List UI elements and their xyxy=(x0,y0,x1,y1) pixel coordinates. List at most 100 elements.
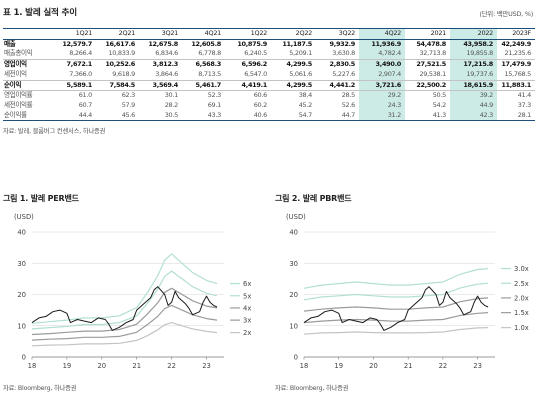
table-cell: 22,500.2 xyxy=(405,80,450,92)
table-cell: 69.1 xyxy=(207,100,222,109)
band-label: 3.0x xyxy=(514,265,529,273)
band-line-2 xyxy=(303,297,489,312)
header-blank xyxy=(3,29,55,40)
table-cell: 54.7 xyxy=(271,110,316,122)
table-cell: 17,479.9 xyxy=(501,60,531,69)
y-tick-label: 10 xyxy=(17,322,26,330)
band-line-0 xyxy=(31,253,218,324)
table-cell: 19,855.8 xyxy=(450,49,497,61)
table-cell: 44.7 xyxy=(316,110,359,122)
table-cell: 18,615.9 xyxy=(450,80,497,92)
band-label: 2.0x xyxy=(514,294,529,302)
band-label: 6x xyxy=(243,280,251,288)
y-tick-label: 30 xyxy=(289,260,298,268)
x-tick-label: 19 xyxy=(334,362,343,370)
band-line-1 xyxy=(31,270,218,330)
table-source: 자료: 발레, 블룸버그 컨센서스, 하나증권 xyxy=(3,128,106,135)
table-cell: 19,737.6 xyxy=(450,69,497,81)
table-header-row: 1Q21 2Q21 3Q21 4Q21 1Q22 2Q22 3Q22 4Q22 … xyxy=(3,28,535,40)
band-line-4 xyxy=(31,321,218,347)
table-cell: 6,568.3 xyxy=(195,60,222,69)
table-cell: 4,299.5 xyxy=(286,60,313,69)
table-cell: 32,713.8 xyxy=(405,49,450,61)
header-cell: 3Q22 xyxy=(338,29,356,37)
table-cell: 11,883.1 xyxy=(497,80,535,92)
table-row: 세전이익 7,366.0 9,618.9 3,864.6 8,713.5 6,547.0 5… xyxy=(3,69,535,81)
table-cell: 29,538.1 xyxy=(405,69,450,81)
table-cell: 30.1 xyxy=(164,91,179,100)
table-cell: 6,834.6 xyxy=(139,49,182,61)
table-cell: 7,672.1 xyxy=(66,60,93,69)
y-tick-label: 0 xyxy=(22,354,26,362)
x-tick-label: 19 xyxy=(63,362,72,370)
band-label: 1.5x xyxy=(514,309,529,317)
row-label: 매출총이익 xyxy=(3,49,55,61)
table-cell: 41.4 xyxy=(517,91,532,100)
table-row: 영업이익률 61.0 62.3 30.1 52.3 60.6 38.4 28.5 29.2 50.… xyxy=(3,90,535,101)
table-row: 영업이익 7,672.1 10,252.6 3,812.3 6,568.3 6,596.2… xyxy=(3,59,535,70)
band-label: 2.5x xyxy=(514,280,529,288)
table-cell: 54.2 xyxy=(432,100,447,109)
table-row: 세전이익률 60.7 57.9 28.2 69.1 60.2 45.2 52.6 24.3 54.… xyxy=(3,100,535,111)
table-cell: 43,958.2 xyxy=(450,39,497,50)
table-cell: 37.3 xyxy=(517,100,532,109)
row-label: 매출 xyxy=(4,39,16,48)
table-cell: 45.2 xyxy=(298,100,313,109)
table-cell: 29.2 xyxy=(359,90,405,101)
header-cell-highlight: 2022 xyxy=(450,28,497,40)
header-cell: 4Q21 xyxy=(204,29,222,37)
band-line-3 xyxy=(303,312,489,324)
row-label: 영업이익 xyxy=(4,60,27,69)
table-cell: 15,768.5 xyxy=(497,69,535,81)
y-tick-label: 40 xyxy=(17,229,26,237)
chart1-title: 그림 1. 발레 PER밴드 xyxy=(3,194,79,203)
table-cell: 60.2 xyxy=(253,100,268,109)
band-line-1 xyxy=(303,282,489,301)
table-cell: 9,618.9 xyxy=(96,69,139,81)
table-cell: 60.6 xyxy=(253,91,268,100)
table-cell: 43.3 xyxy=(182,110,225,122)
chart2-title: 그림 2. 발레 PBR밴드 xyxy=(275,194,352,203)
table-cell: 2,907.4 xyxy=(359,69,405,81)
pbr-band-chart: (USD) 0 10 20 30 40 18 19 20 21 22 23 3.0x 2.5x 2.0x 1.… xyxy=(286,213,529,370)
table-cell: 11,187.5 xyxy=(282,39,312,48)
y-tick-label: 20 xyxy=(17,291,26,299)
x-tick-label: 21 xyxy=(132,362,141,370)
table-cell: 44.9 xyxy=(450,100,497,111)
band-line-0 xyxy=(303,268,489,289)
row-label: 세전이익 xyxy=(3,69,55,81)
header-cell: 2021 xyxy=(430,29,447,37)
header-cell: 3Q21 xyxy=(161,29,179,37)
table-cell: 31.2 xyxy=(359,110,405,122)
table-cell: 7,366.0 xyxy=(55,69,96,81)
header-cell: 1Q21 xyxy=(75,29,93,37)
per-band-chart: (USD) 0 10 20 30 40 18 19 20 21 22 23 6x 5x 4x 3x 2x xyxy=(14,213,251,370)
table-cell: 39.2 xyxy=(450,90,497,101)
band-line-3 xyxy=(31,304,218,341)
table-cell: 9,932.9 xyxy=(329,39,356,48)
table-body: 매출 12,579.7 16,617.6 12,675.8 12,605.8 10,875… xyxy=(3,39,535,122)
header-cell-highlight: 4Q22 xyxy=(359,28,405,40)
x-tick-label: 22 xyxy=(167,362,176,370)
table-cell: 40.6 xyxy=(225,110,271,122)
row-label: 영업이익률 xyxy=(4,91,33,100)
table-cell: 3,490.0 xyxy=(359,59,405,70)
table-cell: 4,782.4 xyxy=(359,49,405,61)
table-cell: 6,778.8 xyxy=(182,49,225,61)
table-cell: 6,547.0 xyxy=(225,69,271,81)
table-cell: 8,713.5 xyxy=(182,69,225,81)
table-cell: 28.2 xyxy=(164,100,179,109)
x-tick-label: 23 xyxy=(473,362,482,370)
table-cell: 54,478.8 xyxy=(416,39,446,48)
band-label: 5x xyxy=(243,292,251,300)
chart1-source: 자료: Bloomberg, 하나증권 xyxy=(3,385,77,392)
table-cell: 5,461.7 xyxy=(182,80,225,92)
header-cell: 2Q22 xyxy=(295,29,313,37)
table-cell: 10,833.9 xyxy=(96,49,139,61)
table-row: 순이익 5,589.1 7,584.5 3,569.4 5,461.7 4,419.1 4,… xyxy=(3,80,535,92)
table-cell: 12,675.8 xyxy=(148,39,178,48)
table-row: 매출 12,579.7 16,617.6 12,675.8 12,605.8 10,875… xyxy=(3,39,535,50)
table-cell: 60.7 xyxy=(78,100,93,109)
table-cell: 3,812.3 xyxy=(152,60,179,69)
table-cell: 12,579.7 xyxy=(62,39,92,48)
